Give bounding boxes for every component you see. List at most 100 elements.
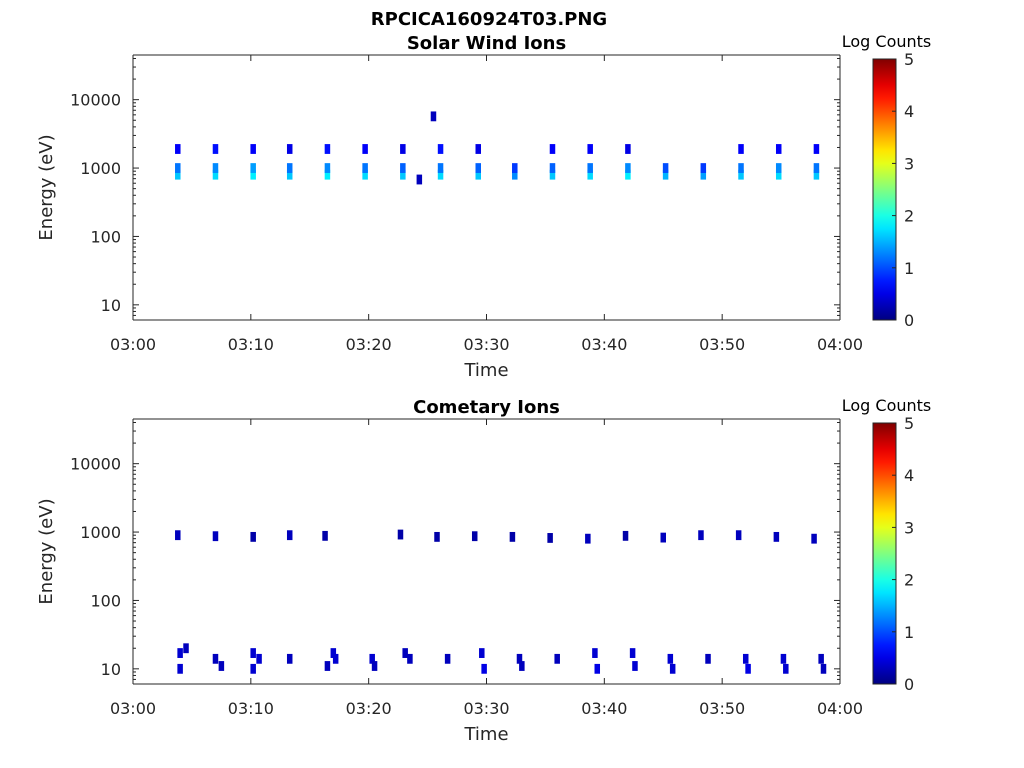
x-tick-label: 03:00	[110, 335, 156, 354]
data-cell	[475, 163, 481, 173]
data-cell	[175, 530, 181, 541]
data-cell	[625, 169, 631, 180]
data-cell	[400, 163, 406, 173]
colorbar-tick-label: 5	[904, 414, 914, 433]
data-cell	[397, 529, 404, 540]
data-cell	[549, 163, 556, 173]
x-tick-label: 03:50	[699, 699, 745, 718]
data-cell	[250, 663, 256, 674]
data-cell	[625, 144, 631, 154]
figure-title: RPCICA160924T03.PNG	[371, 9, 607, 30]
data-cell	[212, 653, 219, 664]
data-cell	[250, 169, 256, 180]
data-cell	[407, 653, 413, 664]
y-tick-label: 1000	[80, 523, 121, 542]
data-cell	[813, 144, 820, 154]
data-cell	[547, 533, 553, 543]
data-cell	[742, 653, 749, 664]
data-cell	[660, 532, 666, 543]
y-tick-label: 1000	[80, 159, 121, 178]
data-cell	[738, 169, 744, 180]
colorbar-tick-label: 3	[904, 518, 914, 537]
y-tick-label: 100	[90, 591, 121, 610]
data-cell	[585, 533, 591, 544]
colorbar-tick-label: 1	[904, 259, 914, 278]
data-cell	[698, 530, 704, 541]
data-cell	[402, 648, 408, 658]
data-cell	[286, 530, 293, 541]
data-cell	[481, 663, 487, 674]
data-cell	[705, 653, 711, 664]
data-cell	[183, 643, 189, 654]
x-tick-label: 03:40	[581, 335, 627, 354]
data-cell	[775, 163, 782, 173]
data-cell	[512, 163, 518, 173]
data-cell	[175, 163, 181, 173]
x-axis-label: Time	[463, 724, 508, 745]
x-tick-label: 03:20	[346, 699, 392, 718]
data-cell	[700, 169, 707, 180]
colorbar-tick-label: 4	[904, 466, 914, 485]
data-cell	[811, 533, 817, 544]
colorbar-label: Log Counts	[842, 396, 932, 415]
data-cell	[177, 663, 183, 674]
data-cell	[256, 653, 262, 664]
data-cell	[330, 648, 337, 658]
x-tick-label: 03:30	[463, 335, 509, 354]
colorbar-tick-label: 4	[904, 102, 914, 121]
data-cell	[177, 648, 183, 658]
data-cell	[519, 661, 525, 671]
data-cell	[625, 163, 631, 173]
data-cell	[212, 144, 219, 154]
data-cell	[250, 144, 256, 154]
data-cell	[362, 163, 368, 173]
data-cell	[324, 661, 331, 671]
y-axis-label: Energy (eV)	[36, 498, 57, 604]
data-cell	[662, 163, 669, 173]
data-cell	[549, 144, 556, 154]
data-cell	[594, 663, 601, 674]
panel-title: Solar Wind Ions	[407, 33, 566, 54]
data-cell	[369, 653, 375, 664]
data-cell	[218, 661, 225, 671]
data-cell	[813, 169, 820, 180]
data-cell	[622, 530, 629, 541]
data-cell	[735, 530, 742, 541]
x-tick-label: 03:50	[699, 335, 745, 354]
data-cell	[286, 163, 293, 173]
data-cell	[587, 163, 593, 173]
colorbar-tick-label: 5	[904, 50, 914, 69]
data-cell	[516, 653, 523, 664]
data-cell	[400, 144, 406, 154]
data-cell	[430, 111, 437, 122]
data-cell	[629, 648, 636, 658]
data-cell	[286, 653, 293, 664]
data-cell	[444, 653, 451, 664]
x-tick-label: 03:40	[581, 699, 627, 718]
data-cell	[587, 169, 593, 180]
data-cell	[783, 663, 789, 674]
data-cell	[700, 163, 707, 173]
data-cell	[362, 169, 368, 180]
data-cell	[512, 169, 518, 180]
data-cell	[400, 169, 406, 180]
data-cell	[745, 663, 751, 674]
data-cell	[212, 169, 219, 180]
colorbar-tick-label: 0	[904, 311, 914, 330]
data-cell	[669, 663, 676, 674]
data-cell	[324, 169, 331, 180]
data-cell	[818, 653, 824, 664]
data-cell	[780, 653, 787, 664]
solar-wind-ions-panel: Solar Wind Ions 03:00 03:10 03:20 03:30 03:40…	[36, 32, 931, 381]
data-cell	[286, 144, 293, 154]
data-cell	[820, 663, 827, 674]
y-tick-label: 10	[101, 296, 121, 315]
data-cell	[212, 163, 219, 173]
data-cell	[554, 653, 560, 664]
y-tick-label: 10000	[70, 455, 121, 474]
data-cell	[738, 144, 744, 154]
data-cell	[475, 169, 481, 180]
data-cell	[549, 169, 556, 180]
